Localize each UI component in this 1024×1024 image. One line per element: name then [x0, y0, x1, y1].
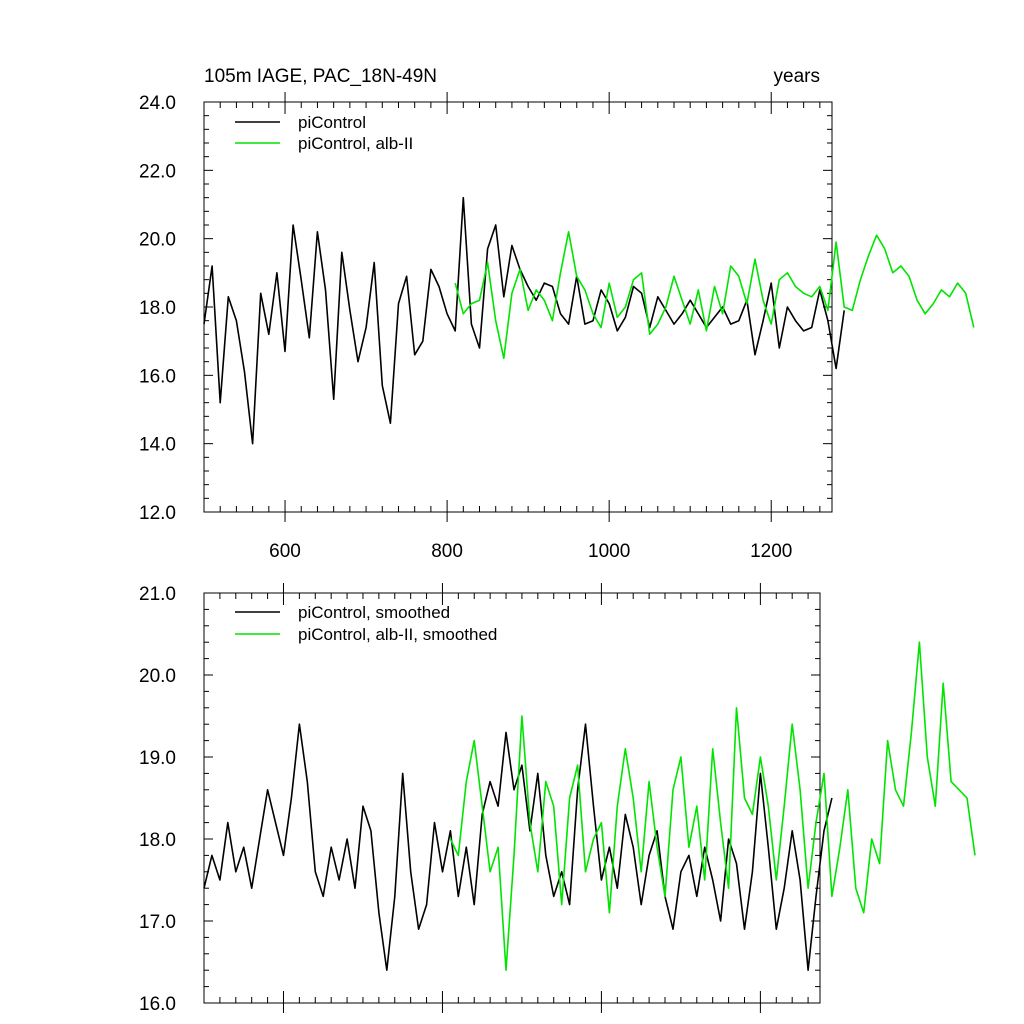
top-x-tick-label: 1200: [750, 541, 792, 562]
bottom-y-tick-label: 20.0: [139, 666, 176, 687]
chart-title-right: years: [774, 66, 820, 87]
bottom-y-tick-label: 21.0: [139, 584, 176, 605]
bottom-series-line-0: [203, 723, 833, 972]
top-y-tick-label: 18.0: [139, 298, 176, 319]
top-series-line-1: [454, 231, 975, 360]
top-x-tick-label: 1000: [588, 541, 630, 562]
top-y-tick-label: 16.0: [139, 366, 176, 387]
legend-label-picontrol-alb-ii: piControl, alb-II: [298, 134, 413, 153]
top-x-tick-label: 600: [269, 541, 301, 562]
legend-label-picontrol: piControl: [298, 113, 366, 132]
bottom-y-tick-label: 16.0: [139, 994, 176, 1015]
top-y-tick-label: 14.0: [139, 435, 176, 456]
top-y-tick-label: 12.0: [139, 503, 176, 524]
top-series-line-0: [203, 196, 845, 445]
bottom-y-tick-label: 17.0: [139, 912, 176, 933]
top-y-tick-label: 24.0: [139, 93, 176, 114]
legend-label-picontrol-alb-ii-smoothed: piControl, alb-II, smoothed: [298, 625, 497, 644]
bottom-plot-frame: [203, 592, 821, 1004]
bottom-legend: piControl, smoothed piControl, alb-II, s…: [235, 603, 497, 644]
top-panel: 12.0 14.0 16.0 18.0 20.0 22.0 24.0 600 800 1000 12…: [139, 92, 975, 562]
top-y-tick-label: 22.0: [139, 161, 176, 182]
chart-title-left: 105m IAGE, PAC_18N-49N: [204, 66, 437, 87]
top-legend: piControl piControl, alb-II: [235, 113, 413, 153]
bottom-y-tick-label: 18.0: [139, 830, 176, 851]
top-plot-frame: [203, 101, 833, 513]
bottom-y-tick-label: 19.0: [139, 748, 176, 769]
bottom-panel: 16.0 17.0 18.0 19.0 20.0 21.0: [139, 583, 976, 1015]
top-y-tick-label: 20.0: [139, 230, 176, 251]
legend-label-picontrol-smoothed: piControl, smoothed: [298, 603, 450, 622]
bottom-series-line-1: [449, 641, 976, 972]
top-x-tick-label: 800: [431, 541, 463, 562]
